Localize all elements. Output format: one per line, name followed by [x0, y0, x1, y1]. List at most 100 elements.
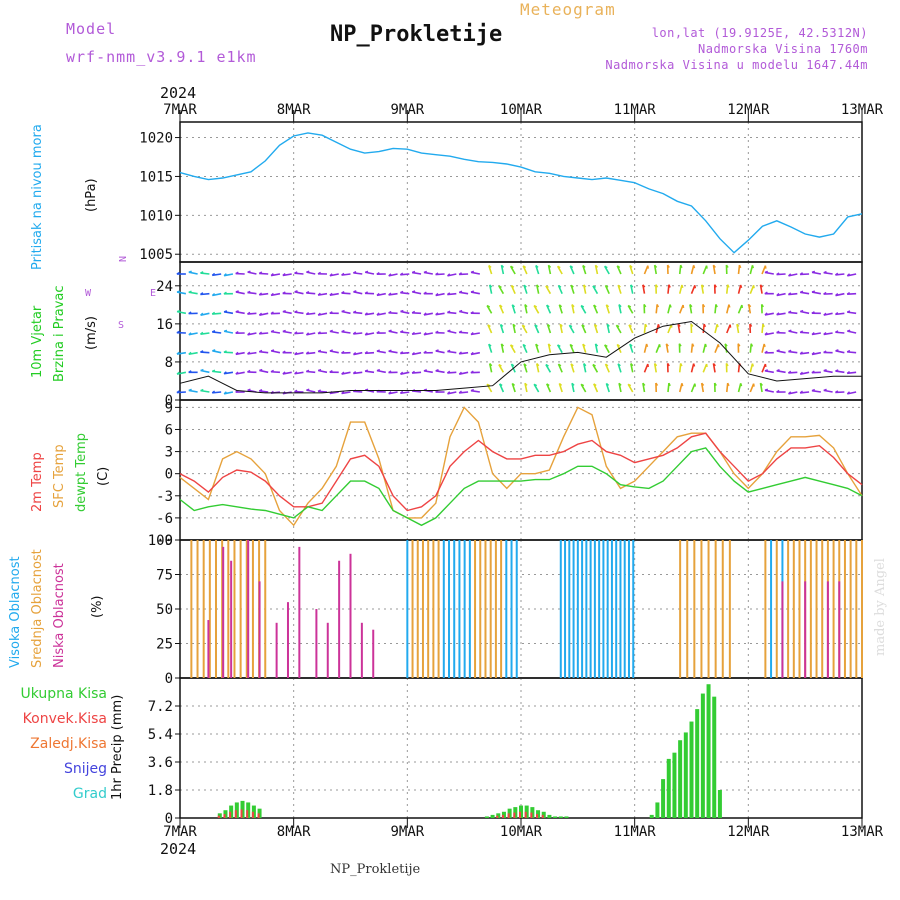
- y-tick-label: 25: [156, 637, 173, 653]
- wind-barb: [500, 265, 505, 275]
- wind-barb-head: [176, 351, 180, 355]
- wind-barb: [188, 291, 198, 295]
- wind-barb: [835, 292, 845, 297]
- y-tick-label: 1010: [139, 208, 173, 224]
- wind-barb-head: [727, 284, 730, 288]
- wind-barb: [800, 310, 810, 315]
- y-tick-label: 6: [165, 422, 173, 438]
- wind-barb-head: [751, 363, 755, 367]
- wind-barb-head: [446, 292, 451, 296]
- wind-barb-head: [811, 351, 815, 355]
- wind-barb-head: [715, 304, 718, 308]
- wind-barb: [522, 265, 528, 275]
- wind-barb: [764, 312, 774, 316]
- wind-barb-head: [656, 304, 660, 308]
- wind-barb: [459, 331, 469, 334]
- wind-barb-head: [522, 265, 527, 269]
- wind-barb: [628, 324, 634, 334]
- wind-barb-head: [570, 363, 574, 367]
- wind-barb: [776, 273, 786, 276]
- wind-barb-head: [764, 270, 768, 274]
- wind-barb-head: [582, 264, 586, 268]
- model-altitude-info: Nadmorska Visina u modelu 1647.44m: [605, 58, 868, 72]
- wind-barb-head: [759, 382, 763, 386]
- wind-barb-head: [458, 351, 462, 355]
- precip-bar-total: [706, 684, 711, 818]
- wind-barb: [593, 383, 599, 393]
- wind-barb: [665, 343, 669, 353]
- wind-barb-head: [724, 343, 728, 347]
- wind-barb-head: [595, 264, 599, 268]
- wind-barb: [788, 273, 798, 277]
- wind-barb-head: [470, 290, 475, 293]
- wind-barb-head: [776, 292, 780, 296]
- wind-barb: [714, 304, 717, 314]
- wind-barb: [259, 332, 269, 335]
- wind-barb: [423, 271, 433, 275]
- wind-barb: [353, 291, 363, 295]
- wind-barb: [747, 304, 752, 314]
- wind-barb: [400, 291, 410, 295]
- wind-barb-head: [329, 329, 333, 333]
- wind-barb: [702, 343, 707, 353]
- wind-barb: [412, 291, 422, 295]
- wind-barb: [603, 265, 610, 275]
- wind-barb-head: [547, 323, 551, 327]
- wind-barb: [412, 332, 422, 336]
- wind-barb-head: [701, 284, 705, 288]
- wind-barb: [800, 351, 810, 355]
- precip-bar-conv: [541, 814, 544, 818]
- wind-barb-head: [627, 304, 632, 308]
- wind-barb: [341, 273, 351, 276]
- wind-barb: [643, 265, 649, 275]
- altitude-info: Nadmorska Visina 1760m: [698, 42, 868, 56]
- wind-barb: [270, 330, 281, 334]
- wind-barb: [353, 351, 363, 356]
- wind-barb: [270, 350, 281, 354]
- wind-barb-head: [737, 343, 741, 347]
- wind-barb-head: [258, 292, 263, 296]
- wind-barb: [306, 312, 316, 316]
- wind-barb: [306, 292, 316, 295]
- wind-barb-head: [188, 332, 192, 336]
- footer-station: NP_Prokletije: [330, 862, 421, 877]
- wind-barb: [388, 273, 398, 277]
- wind-barb: [811, 332, 821, 336]
- wind-barb: [847, 311, 857, 315]
- wind-barb-head: [458, 272, 462, 275]
- wind-barb-head: [223, 371, 227, 375]
- wind-barb-head: [811, 370, 815, 374]
- wind-barb: [306, 271, 316, 275]
- wind-barb-head: [788, 273, 792, 277]
- sfc-temp-line: [179, 406, 863, 527]
- wind-barb-head: [580, 304, 585, 308]
- y-tick-label: 8: [165, 355, 173, 371]
- wind-barb-head: [571, 382, 575, 386]
- wind-barb-head: [535, 343, 539, 347]
- wind-barb: [847, 273, 857, 277]
- wind-barb-head: [545, 363, 549, 367]
- model-label: Model: [66, 20, 117, 38]
- wind-barb: [535, 343, 540, 353]
- wind-barb-head: [799, 371, 803, 375]
- wind-barb: [376, 292, 386, 297]
- wind-barb: [200, 369, 210, 374]
- wind-barb-head: [776, 330, 780, 334]
- wind-barb: [690, 383, 696, 393]
- wind-barb: [282, 330, 292, 334]
- wind-barb: [558, 304, 563, 314]
- wind-barb: [247, 351, 257, 355]
- y-tick-label: 1005: [139, 247, 173, 263]
- wind-barb-head: [604, 344, 608, 347]
- wind-barb: [655, 344, 661, 353]
- wind-barb: [546, 304, 552, 314]
- precip-bar-conv: [501, 814, 504, 818]
- wind-barb: [823, 389, 833, 393]
- wind-barb: [617, 284, 622, 294]
- precip-bar-total: [553, 816, 558, 818]
- wind-barb-head: [486, 383, 491, 387]
- wind-barb-head: [759, 284, 763, 288]
- wind-barb: [592, 364, 599, 373]
- wind-barb: [498, 285, 505, 295]
- wind-barb-head: [740, 284, 743, 289]
